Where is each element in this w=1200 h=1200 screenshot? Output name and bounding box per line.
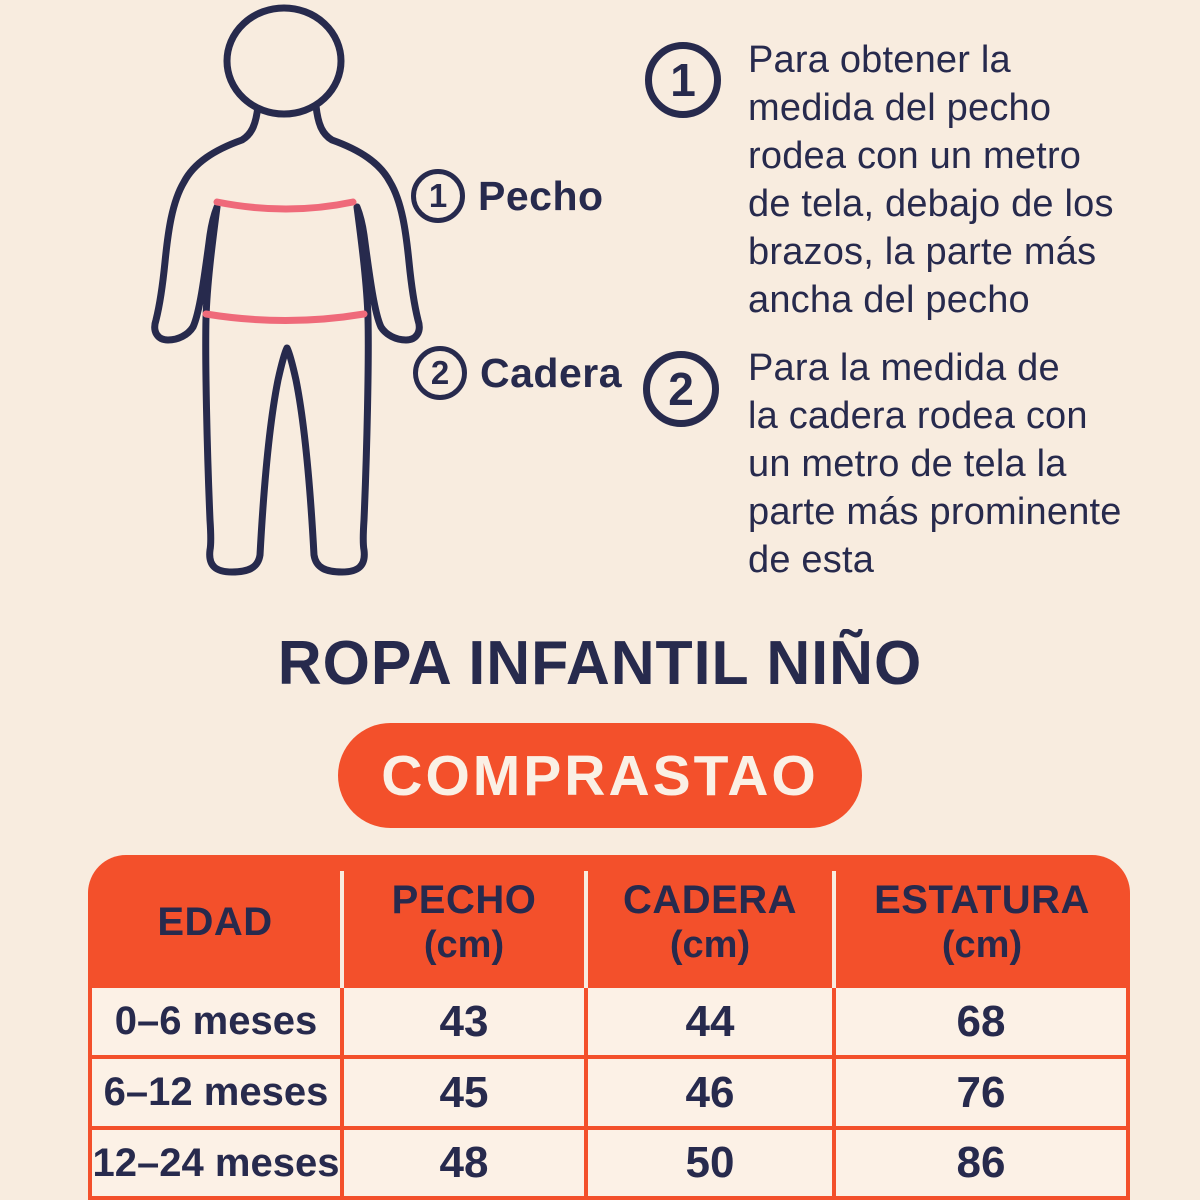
cell-pecho-2: 48 bbox=[344, 1130, 584, 1196]
chest-label-group: 1 Pecho bbox=[411, 169, 604, 223]
header-label: CADERA bbox=[622, 877, 798, 922]
hip-measure-line bbox=[202, 310, 368, 324]
cell-cadera-1: 46 bbox=[588, 1059, 832, 1126]
cell-cadera-0: 44 bbox=[588, 988, 832, 1055]
comprastao-button-label: COMPRASTAO bbox=[381, 743, 819, 808]
instruction-1-line: rodea con un metro bbox=[748, 135, 1082, 177]
body-outline bbox=[151, 102, 423, 576]
size-table: EDAD PECHO (cm) CADERA (cm) ESTATURA (cm… bbox=[88, 855, 1130, 1200]
instruction-2-badge: 2 bbox=[643, 351, 719, 427]
cell-edad-2: 12–24 meses bbox=[92, 1130, 340, 1196]
instruction-2-line: un metro de tela la bbox=[748, 443, 1067, 485]
instruction-2-line: parte más prominente bbox=[748, 491, 1122, 533]
instruction-2-text: Para la medida de la cadera rodea con un… bbox=[748, 344, 1178, 584]
header-unit: (cm) bbox=[669, 923, 751, 966]
table-header-row: EDAD PECHO (cm) CADERA (cm) ESTATURA (cm… bbox=[88, 855, 1130, 988]
cell-estatura-0: 68 bbox=[836, 988, 1126, 1055]
cell-estatura-1: 76 bbox=[836, 1059, 1126, 1126]
instruction-2-line: la cadera rodea con bbox=[748, 395, 1088, 437]
cell-pecho-1: 45 bbox=[344, 1059, 584, 1126]
page-title: ROPA INFANTIL NIÑO bbox=[277, 629, 923, 698]
header-cell-cadera: CADERA (cm) bbox=[586, 855, 834, 988]
chest-number: 1 bbox=[428, 177, 448, 214]
instruction-1-number: 1 bbox=[670, 54, 696, 106]
chest-measure-line bbox=[213, 198, 357, 213]
cell-cadera-2: 50 bbox=[588, 1130, 832, 1196]
header-cell-estatura: ESTATURA (cm) bbox=[834, 855, 1130, 988]
instruction-1-text: Para obtener la medida del pecho rodea c… bbox=[748, 36, 1178, 324]
instruction-1-line: ancha del pecho bbox=[748, 279, 1030, 321]
instruction-1-line: brazos, la parte más bbox=[748, 231, 1097, 273]
instruction-1-line: medida del pecho bbox=[748, 87, 1052, 129]
comprastao-button[interactable]: COMPRASTAO bbox=[338, 723, 862, 828]
cell-edad-1: 6–12 meses bbox=[92, 1059, 340, 1126]
instruction-2-line: de esta bbox=[748, 539, 875, 581]
instruction-2-line: Para la medida de bbox=[748, 347, 1060, 389]
table-body: 0–6 meses 43 44 68 6–12 meses 45 46 76 1… bbox=[88, 988, 1130, 1200]
header-unit: (cm) bbox=[423, 923, 505, 966]
instruction-1-line: de tela, debajo de los bbox=[748, 183, 1114, 225]
instruction-2-number: 2 bbox=[668, 363, 694, 415]
header-cell-edad: EDAD bbox=[88, 855, 342, 988]
child-figure bbox=[151, 4, 423, 576]
instruction-1-line: Para obtener la bbox=[748, 39, 1011, 81]
header-label: PECHO bbox=[391, 877, 537, 922]
head bbox=[223, 4, 345, 118]
cell-pecho-0: 43 bbox=[344, 988, 584, 1055]
hip-number-badge: 2 bbox=[413, 346, 467, 400]
cell-estatura-2: 86 bbox=[836, 1130, 1126, 1196]
header-label: EDAD bbox=[157, 899, 273, 944]
chest-label: Pecho bbox=[478, 172, 604, 219]
instruction-1-badge: 1 bbox=[645, 42, 721, 118]
header-cell-pecho: PECHO (cm) bbox=[342, 855, 586, 988]
hip-label: Cadera bbox=[480, 349, 623, 396]
cell-edad-0: 0–6 meses bbox=[92, 988, 340, 1055]
header-unit: (cm) bbox=[941, 923, 1023, 966]
header-divider bbox=[832, 871, 836, 988]
hip-number: 2 bbox=[430, 354, 450, 391]
chest-number-badge: 1 bbox=[411, 169, 465, 223]
hip-label-group: 2 Cadera bbox=[413, 346, 622, 400]
header-label: ESTATURA bbox=[874, 877, 1090, 922]
header-divider bbox=[340, 871, 344, 988]
header-divider bbox=[584, 871, 588, 988]
